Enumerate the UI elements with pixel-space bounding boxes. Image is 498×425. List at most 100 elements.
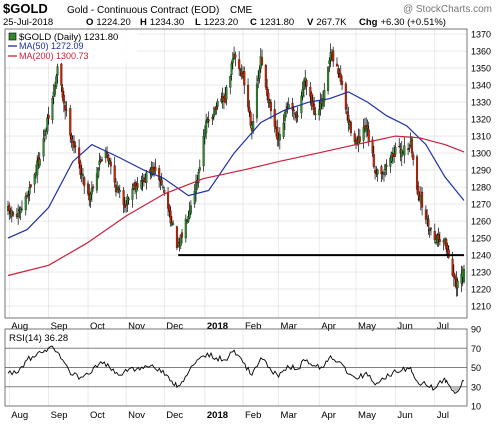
ma200-line bbox=[7, 135, 465, 277]
high-value: 1234.30 bbox=[150, 17, 184, 28]
rsi-x-tick-label: Jun bbox=[397, 410, 412, 421]
candle-body bbox=[187, 216, 190, 222]
candle-body bbox=[51, 97, 54, 121]
candle-body bbox=[255, 83, 258, 119]
rsi-y-tick-label: 70 bbox=[471, 344, 481, 354]
candle-body bbox=[282, 122, 285, 137]
candle-body bbox=[456, 280, 459, 288]
price-y-tick-label: 1240 bbox=[471, 251, 491, 261]
candle-body bbox=[135, 185, 138, 192]
candle-body bbox=[231, 58, 234, 64]
candle-body bbox=[172, 223, 175, 225]
price-y-tick-label: 1300 bbox=[471, 149, 491, 159]
rsi-x-tick-label: Sep bbox=[51, 410, 68, 421]
candle-body bbox=[92, 186, 95, 189]
candle-body bbox=[197, 172, 200, 184]
candle-body bbox=[292, 109, 295, 112]
candle-body bbox=[358, 136, 361, 142]
candle-body bbox=[407, 148, 410, 150]
candle-body bbox=[390, 152, 393, 162]
candle-body bbox=[349, 122, 352, 134]
candle-body bbox=[90, 188, 93, 195]
rsi-y-tick-label: 30 bbox=[471, 382, 481, 392]
candle-body bbox=[394, 146, 397, 155]
rsi-plot bbox=[7, 345, 465, 395]
candle-body bbox=[55, 76, 58, 87]
price-legend-swatch bbox=[8, 32, 17, 41]
candle-body bbox=[301, 88, 304, 97]
candle-body bbox=[123, 205, 126, 208]
price-y-tick-label: 1220 bbox=[471, 285, 491, 295]
candle-body bbox=[424, 209, 427, 220]
ohlc-readout: O 1224.20 H 1234.30 L 1223.20 C 1231.80 V 267… bbox=[86, 17, 446, 28]
candle-body bbox=[229, 76, 232, 88]
rsi-gridlines bbox=[5, 329, 467, 406]
rsi-panel-border bbox=[4, 328, 468, 407]
candle-body bbox=[140, 180, 143, 189]
candle-body bbox=[20, 208, 23, 210]
candle-body bbox=[296, 115, 299, 117]
candle-body bbox=[12, 212, 15, 216]
candle-body bbox=[248, 107, 251, 113]
price-x-tick-label: Jun bbox=[397, 321, 412, 332]
candle-body bbox=[344, 83, 347, 110]
price-x-tick-label: Oct bbox=[90, 321, 105, 332]
candle-body bbox=[64, 105, 67, 111]
candle-body bbox=[417, 186, 420, 196]
candle-body bbox=[97, 167, 100, 178]
candle-body bbox=[341, 80, 344, 85]
candle-body bbox=[389, 157, 392, 167]
close-value: 1231.80 bbox=[260, 17, 294, 28]
candle-body bbox=[438, 239, 441, 242]
candle-body bbox=[454, 276, 457, 280]
candle-body bbox=[304, 77, 307, 82]
candle-body bbox=[215, 106, 218, 110]
price-x-tick-label: Mar bbox=[281, 321, 297, 332]
ma50-line bbox=[7, 91, 465, 239]
candle-body bbox=[451, 258, 454, 276]
candle-body bbox=[234, 54, 237, 58]
price-y-tick-label: 1290 bbox=[471, 166, 491, 176]
watermark: @ StockCharts.com bbox=[403, 4, 492, 15]
rsi-x-tick-label: Mar bbox=[281, 410, 297, 421]
candle-body bbox=[28, 187, 31, 195]
candle-body bbox=[184, 218, 187, 239]
date-label: 25-Jul-2018 bbox=[3, 17, 53, 28]
price-gridlines bbox=[5, 29, 467, 318]
candle-body bbox=[89, 194, 92, 200]
rsi-y-tick-label: 50 bbox=[471, 363, 481, 373]
price-x-tick-label: Jul bbox=[437, 321, 449, 332]
candle-body bbox=[161, 186, 164, 188]
candle-body bbox=[462, 268, 466, 283]
candle-body bbox=[258, 69, 261, 79]
rsi-x-axis: Aug Sep Oct Nov Dec 2018 Feb Mar Apr May Jun Jul bbox=[11, 410, 449, 421]
candle-body bbox=[460, 273, 463, 284]
price-y-tick-label: 1340 bbox=[471, 81, 491, 91]
candle-body bbox=[230, 63, 233, 75]
candle-body bbox=[329, 52, 332, 61]
candle-body bbox=[427, 218, 430, 227]
volume-value: 267.7K bbox=[316, 17, 347, 28]
candle-body bbox=[365, 126, 368, 132]
price-y-tick-label: 1330 bbox=[471, 98, 491, 108]
rsi-extreme-fill bbox=[450, 386, 457, 393]
candle-body bbox=[106, 152, 109, 155]
candle-body bbox=[168, 205, 171, 212]
candle-body bbox=[180, 232, 184, 238]
candle-body bbox=[24, 196, 27, 211]
low-value: 1223.20 bbox=[204, 17, 238, 28]
candle-body bbox=[261, 57, 264, 65]
low-label: L bbox=[195, 17, 201, 28]
candle-body bbox=[328, 60, 331, 64]
candle-body bbox=[257, 78, 260, 82]
candle-body bbox=[8, 205, 11, 211]
candle-body bbox=[145, 172, 148, 183]
candle-body bbox=[62, 94, 65, 104]
candle-body bbox=[287, 104, 290, 109]
price-plot bbox=[6, 43, 466, 297]
candle-body bbox=[194, 182, 198, 194]
candle-body bbox=[160, 179, 163, 185]
candle-body bbox=[291, 103, 294, 111]
